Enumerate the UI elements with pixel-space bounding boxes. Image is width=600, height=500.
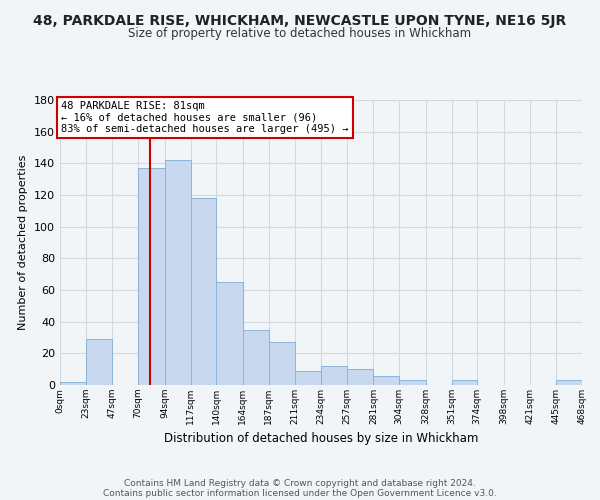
Bar [243, 330, 269, 385]
Bar [165, 160, 191, 385]
Bar [191, 198, 216, 385]
Bar [295, 371, 321, 385]
Text: Size of property relative to detached houses in Whickham: Size of property relative to detached ho… [128, 28, 472, 40]
Bar [216, 282, 243, 385]
Text: 48 PARKDALE RISE: 81sqm
← 16% of detached houses are smaller (96)
83% of semi-de: 48 PARKDALE RISE: 81sqm ← 16% of detache… [61, 101, 349, 134]
Bar [321, 366, 347, 385]
Y-axis label: Number of detached properties: Number of detached properties [19, 155, 28, 330]
Bar [138, 168, 165, 385]
X-axis label: Distribution of detached houses by size in Whickham: Distribution of detached houses by size … [164, 432, 478, 446]
Bar [60, 382, 86, 385]
Bar [556, 380, 582, 385]
Bar [86, 339, 112, 385]
Bar [399, 380, 426, 385]
Bar [373, 376, 399, 385]
Bar [269, 342, 295, 385]
Text: Contains HM Land Registry data © Crown copyright and database right 2024.: Contains HM Land Registry data © Crown c… [124, 478, 476, 488]
Bar [347, 369, 373, 385]
Bar [452, 380, 477, 385]
Text: 48, PARKDALE RISE, WHICKHAM, NEWCASTLE UPON TYNE, NE16 5JR: 48, PARKDALE RISE, WHICKHAM, NEWCASTLE U… [34, 14, 566, 28]
Text: Contains public sector information licensed under the Open Government Licence v3: Contains public sector information licen… [103, 488, 497, 498]
